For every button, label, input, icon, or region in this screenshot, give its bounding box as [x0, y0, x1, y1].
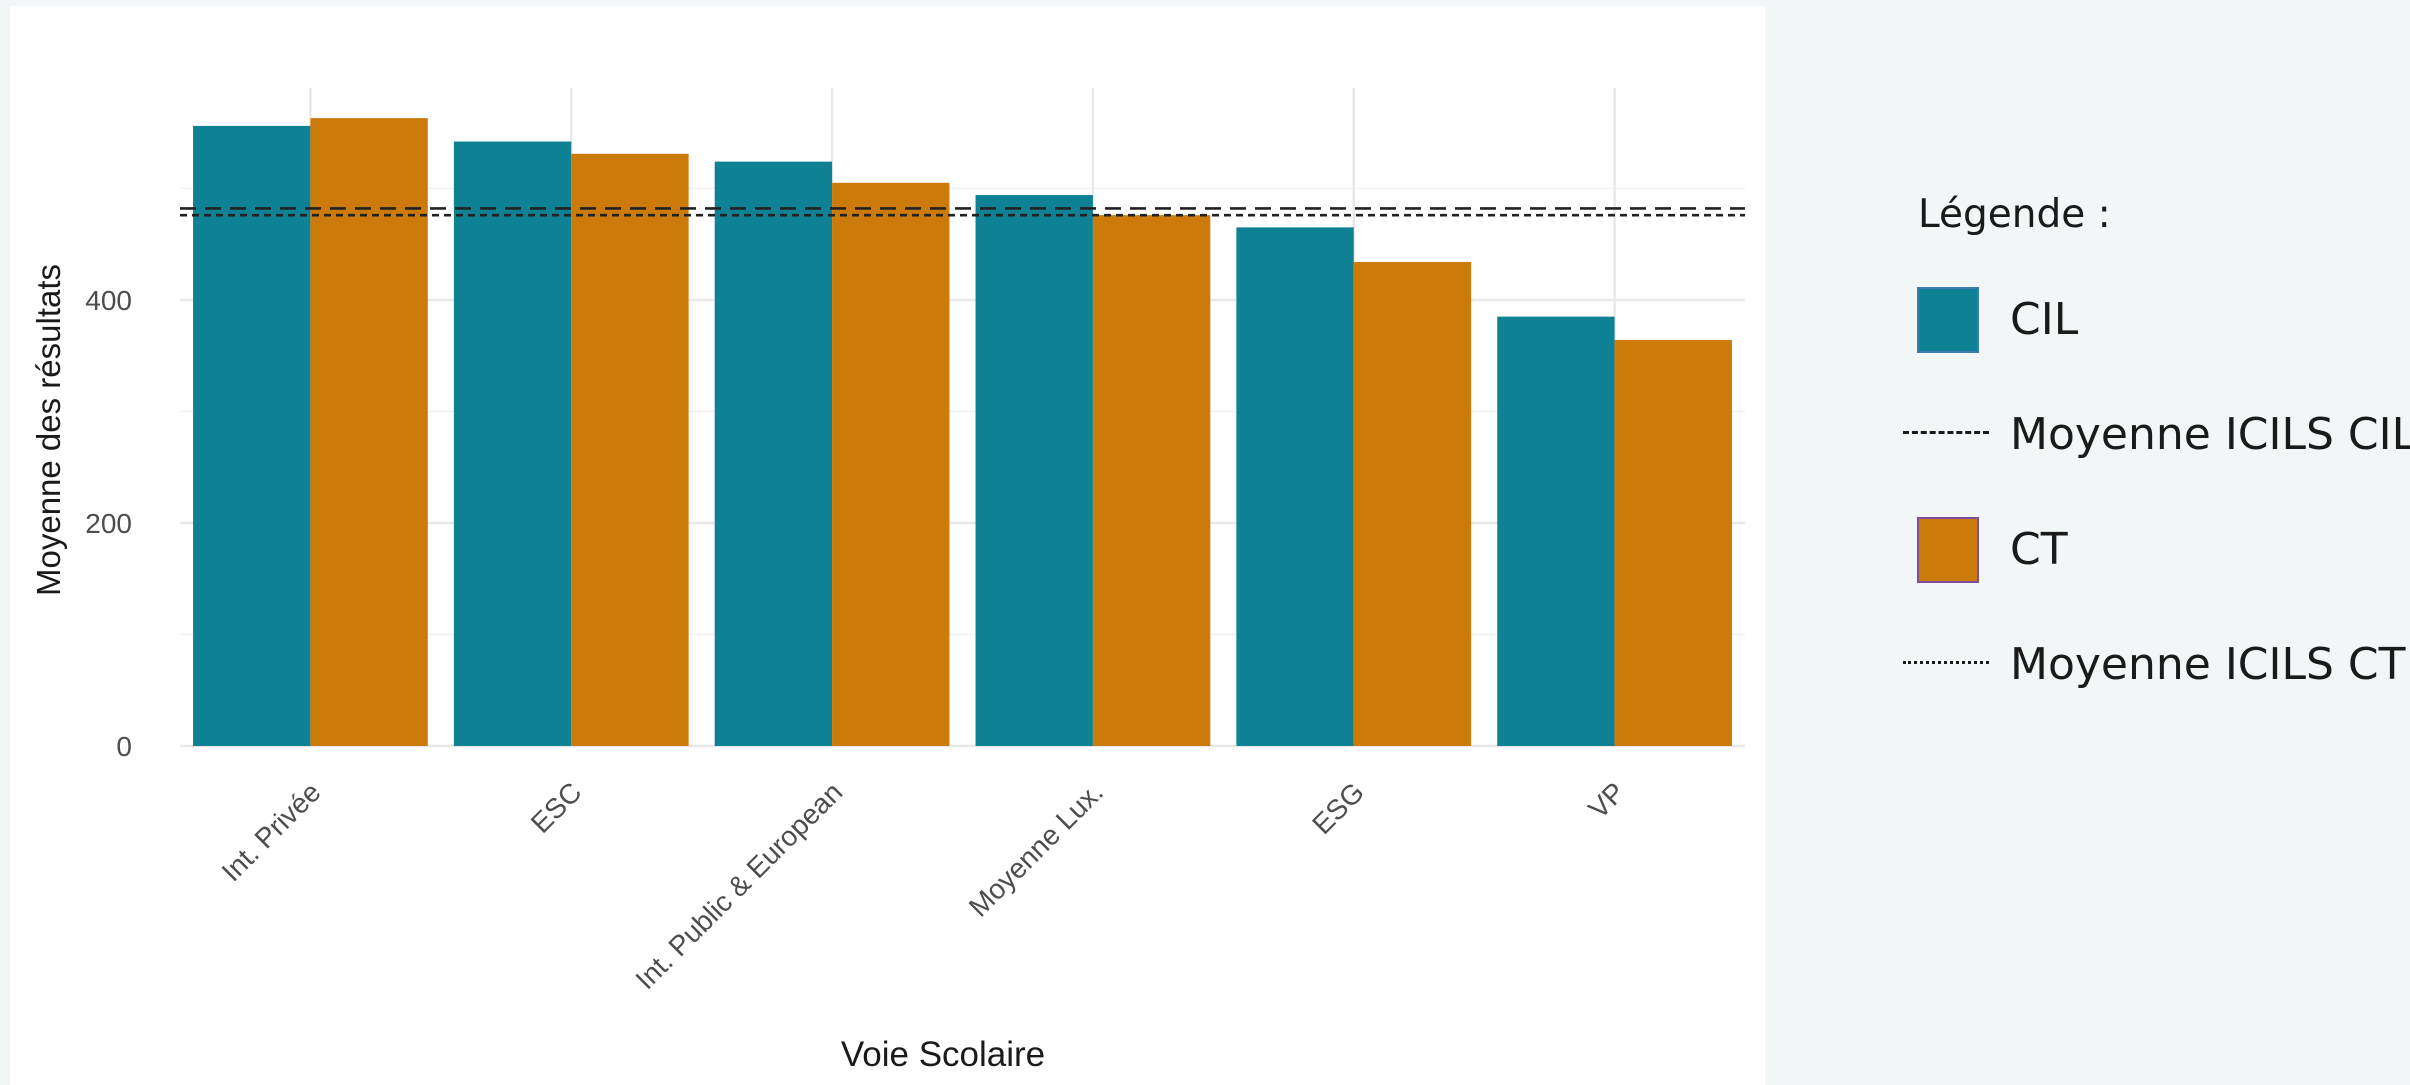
y-tick-label: 0	[116, 731, 132, 762]
bar-cil-4	[1236, 227, 1354, 746]
bar-chart: 0 200 400 Int. Privée ESC Int. Public & Euro…	[30, 88, 1745, 1074]
bar-cil-2	[714, 161, 833, 746]
x-tick-label: ESG	[1306, 776, 1370, 840]
bar-cil-1	[453, 141, 572, 746]
x-tick-labels: Int. Privée ESC Int. Public & European Moye…	[216, 776, 1631, 995]
legend: Légende : CIL Moyenne ICILS CIL CT Moyen…	[1890, 180, 2410, 740]
x-tick-label: Int. Public & European	[629, 776, 848, 995]
y-tick-label: 400	[85, 285, 132, 316]
reference-lines	[180, 207, 1745, 217]
bar-ct-0	[310, 118, 428, 746]
legend-dotted-line	[1903, 661, 1989, 664]
x-axis-title: Voie Scolaire	[841, 1035, 1045, 1074]
legend-key-moyenne-ct	[1890, 625, 1989, 705]
bars	[193, 118, 1732, 747]
bar-ct-2	[832, 182, 950, 746]
legend-key-ct	[1890, 510, 1980, 590]
x-tick-label: Moyenne Lux.	[963, 776, 1109, 922]
x-tick-label: Int. Privée	[216, 776, 327, 887]
bar-ct-3	[1092, 215, 1211, 746]
legend-swatch-cil	[1917, 287, 1979, 353]
legend-label-cil: CIL	[2010, 294, 2079, 345]
plot-panel: 0 200 400 Int. Privée ESC Int. Public & Euro…	[10, 6, 1765, 1085]
legend-key-cil	[1890, 280, 1980, 360]
bar-ct-5	[1614, 340, 1732, 746]
legend-label-moyenne-ct: Moyenne ICILS CT	[2010, 639, 2406, 690]
bar-cil-3	[975, 195, 1093, 747]
x-tick-label: VP	[1582, 776, 1630, 824]
legend-key-moyenne-cil	[1890, 395, 1989, 475]
y-tick-label: 200	[85, 508, 132, 539]
bar-cil-5	[1497, 316, 1615, 746]
y-tick-labels: 0 200 400	[85, 285, 132, 762]
x-tick-label: ESC	[525, 776, 588, 839]
legend-label-moyenne-cil: Moyenne ICILS CIL	[2010, 409, 2410, 460]
legend-dashed-line	[1903, 431, 1989, 434]
bar-ct-4	[1353, 261, 1472, 746]
legend-title: Légende :	[1918, 192, 2111, 237]
bar-cil-0	[193, 125, 311, 747]
grid-lines	[180, 88, 1745, 748]
legend-label-ct: CT	[2010, 524, 2068, 575]
bar-ct-1	[571, 153, 689, 747]
legend-swatch-ct	[1917, 517, 1979, 583]
y-axis-title: Moyenne des résultats	[30, 264, 67, 596]
